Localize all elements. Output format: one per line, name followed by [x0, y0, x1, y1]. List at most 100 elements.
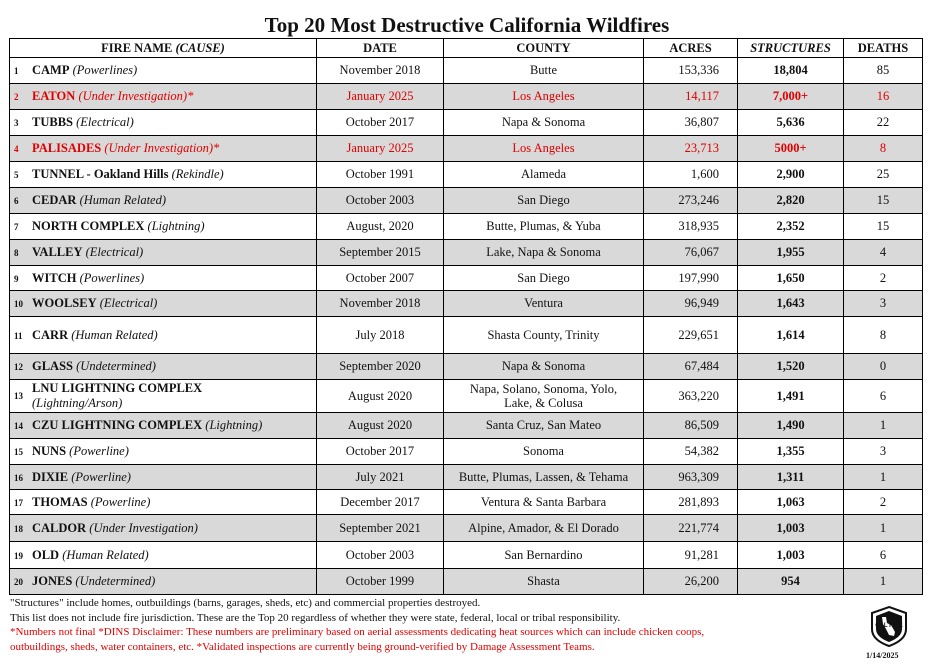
cell-county: Alameda [443, 161, 644, 188]
cell-date: November 2018 [316, 290, 444, 317]
fire-cause: (Powerline) [69, 444, 129, 458]
fire-cause: (Undetermined) [75, 574, 156, 588]
cell-structures: 5,636 [737, 109, 844, 136]
cell-fire-name: 14 CZU LIGHTNING COMPLEX (Lightning) [9, 412, 317, 439]
cell-date: December 2017 [316, 489, 444, 515]
fire-cause: (Powerlines) [79, 270, 145, 285]
cell-date: September 2020 [316, 353, 444, 380]
cell-deaths: 25 [843, 161, 923, 188]
cell-deaths: 15 [843, 187, 923, 214]
cell-fire-name: 13 LNU LIGHTNING COMPLEX (Lightning/Arson) [9, 379, 317, 413]
cell-structures: 1,520 [737, 353, 844, 380]
cell-structures: 2,900 [737, 161, 844, 188]
row-number: 5 [14, 170, 19, 181]
logo-text: CAL FIRE [875, 623, 903, 629]
cell-acres: 318,935 [643, 213, 738, 240]
row-number: 4 [14, 144, 19, 155]
cell-date: October 2003 [316, 541, 444, 569]
fire-name: WOOLSEY [32, 296, 97, 310]
table-row: 3 TUBBS (Electrical) October 2017 Napa & So… [9, 109, 923, 136]
row-number: 10 [14, 299, 23, 310]
cell-deaths: 1 [843, 464, 923, 490]
cell-county: Los Angeles [443, 135, 644, 162]
cell-county: Shasta County, Trinity [443, 316, 644, 354]
cell-structures: 1,311 [737, 464, 844, 490]
fire-name: PALISADES [32, 141, 102, 155]
cell-acres: 281,893 [643, 489, 738, 515]
cell-fire-name: 4 PALISADES (Under Investigation)* [9, 135, 317, 162]
cell-fire-name: 11 CARR (Human Related) [9, 316, 317, 354]
table-row: 16 DIXIE (Powerline) July 2021 Butte, Pluma… [9, 464, 923, 490]
cell-acres: 273,246 [643, 187, 738, 214]
cell-structures: 18,804 [737, 57, 844, 84]
cell-acres: 76,067 [643, 239, 738, 266]
cell-acres: 86,509 [643, 412, 738, 439]
cell-acres: 91,281 [643, 541, 738, 569]
table-row: 10 WOOLSEY (Electrical) November 2018 Ventu… [9, 290, 923, 317]
cell-structures: 1,355 [737, 438, 844, 465]
page-title: Top 20 Most Destructive California Wildf… [264, 13, 670, 37]
table-row: 20 JONES (Undetermined) October 1999 Shasta… [9, 568, 923, 595]
cal-fire-logo: CAL FIRE [871, 605, 907, 647]
cell-county: San Diego [443, 265, 644, 291]
fire-name: CAMP [32, 63, 70, 77]
fire-name: CZU LIGHTNING COMPLEX [32, 418, 203, 432]
fire-name: THOMAS [32, 494, 88, 509]
cell-structures: 1,003 [737, 541, 844, 569]
cell-structures: 7,000+ [737, 83, 844, 110]
fire-name: NUNS [32, 444, 67, 458]
cell-deaths: 16 [843, 83, 923, 110]
fire-name: CEDAR [32, 193, 77, 207]
table-row: 9 WITCH (Powerlines) October 2007 San Diego… [9, 265, 923, 291]
row-number: 12 [14, 362, 23, 373]
cell-county: San Bernardino [443, 541, 644, 569]
fire-name: LNU LIGHTNING COMPLEX [32, 381, 203, 395]
fire-cause: (Electrical) [76, 115, 134, 129]
footnote-jurisdiction: This list does not include fire jurisdic… [10, 611, 621, 624]
cell-county: Ventura [443, 290, 644, 317]
fire-name: DIXIE [32, 469, 69, 484]
cell-county: Alpine, Amador, & El Dorado [443, 514, 644, 542]
cell-deaths: 3 [843, 438, 923, 465]
cell-deaths: 22 [843, 109, 923, 136]
table-row: 19 OLD (Human Related) October 2003 San Ber… [9, 541, 923, 569]
fire-cause: (Human Related) [79, 193, 167, 207]
cell-county: San Diego [443, 187, 644, 214]
cell-deaths: 0 [843, 353, 923, 380]
cell-deaths: 15 [843, 213, 923, 240]
cell-date: August 2020 [316, 379, 444, 413]
cell-deaths: 85 [843, 57, 923, 84]
fire-cause: (Powerlines) [72, 63, 138, 77]
cell-fire-name: 8 VALLEY (Electrical) [9, 239, 317, 266]
cell-structures: 1,003 [737, 514, 844, 542]
cell-structures: 1,643 [737, 290, 844, 317]
cell-structures: 954 [737, 568, 844, 595]
header-date: DATE [316, 38, 444, 58]
cell-date: January 2025 [316, 135, 444, 162]
fire-cause: (Lightning) [205, 418, 263, 432]
cell-date: October 2007 [316, 265, 444, 291]
cell-structures: 1,614 [737, 316, 844, 354]
cell-structures: 5000+ [737, 135, 844, 162]
cell-structures: 1,063 [737, 489, 844, 515]
fire-name: JONES [32, 574, 73, 588]
table-row: 18 CALDOR (Under Investigation) September … [9, 514, 923, 542]
document-date: 1/14/2025 [866, 651, 899, 660]
table-row: 6 CEDAR (Human Related) October 2003 San Di… [9, 187, 923, 214]
row-number: 17 [14, 497, 23, 508]
cell-acres: 1,600 [643, 161, 738, 188]
row-number: 2 [14, 92, 19, 103]
row-number: 14 [14, 421, 23, 432]
cell-date: October 2017 [316, 438, 444, 465]
cell-structures: 1,650 [737, 265, 844, 291]
table-row: 8 VALLEY (Electrical) September 2015 Lake, … [9, 239, 923, 266]
cell-acres: 67,484 [643, 353, 738, 380]
table-row: 5 TUNNEL - Oakland Hills (Rekindle) Octobe… [9, 161, 923, 188]
cell-acres: 363,220 [643, 379, 738, 413]
table-row: 7 NORTH COMPLEX (Lightning) August, 2020 Bu… [9, 213, 923, 240]
fire-name: CARR [32, 327, 69, 342]
table-row: 12 GLASS (Undetermined) September 2020 Napa… [9, 353, 923, 380]
cell-fire-name: 1 CAMP (Powerlines) [9, 57, 317, 84]
fire-cause: (Under Investigation)* [104, 141, 220, 155]
cell-deaths: 2 [843, 489, 923, 515]
